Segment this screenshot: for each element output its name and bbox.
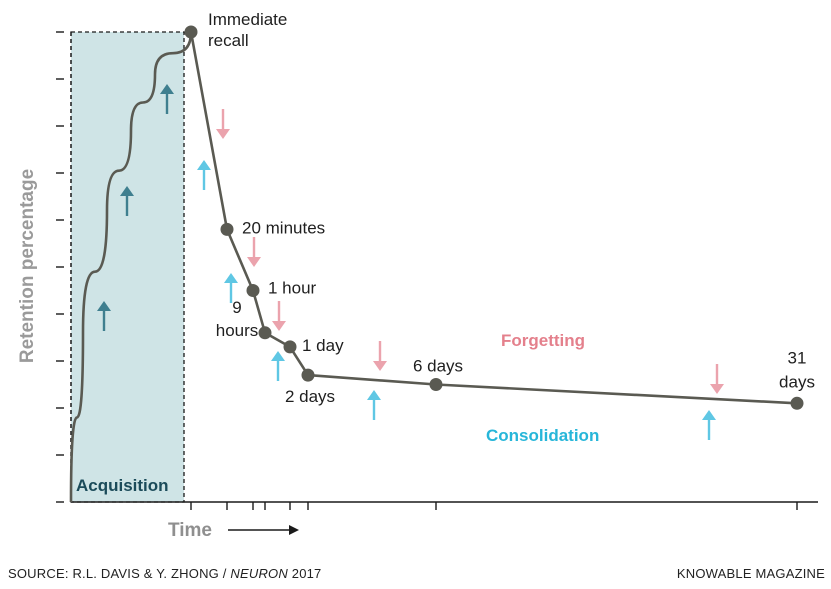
source-note: SOURCE: R.L. DAVIS & Y. ZHONG / NEURON 2… (8, 566, 322, 581)
acquisition-curve (69, 31, 193, 503)
data-point (220, 222, 234, 236)
point-labels-layer: Immediate recall 20 minutes 1 hour 9 hours 1 d… (208, 10, 815, 406)
point-label: 1 hour (268, 279, 317, 298)
arrows-layer (97, 84, 724, 440)
point-label-line: recall (208, 31, 249, 50)
point-label: 20 minutes (242, 218, 325, 237)
forgetting-arrow-icon (710, 364, 724, 394)
data-point (429, 378, 443, 391)
point-label: 1 day (302, 336, 344, 355)
data-point (283, 340, 297, 354)
consolidation-arrow-icon (197, 160, 211, 190)
point-label-line: Immediate (208, 10, 287, 29)
forgetting-arrow-icon (216, 109, 230, 139)
point-label-line: 1 day (302, 336, 344, 355)
source-journal: NEURON (230, 566, 288, 581)
point-label: 2 days (285, 387, 335, 406)
data-point (790, 396, 804, 410)
point-label: Immediate recall (208, 10, 287, 50)
consolidation-arrow-icon (702, 410, 716, 440)
point-label: 31 days (779, 348, 815, 391)
data-point (184, 25, 198, 39)
acquisition-arrow-icon (160, 84, 174, 114)
forgetting-arrow-icon (272, 301, 286, 331)
curve-layer (69, 31, 798, 503)
y-axis-label: Retention percentage (17, 169, 38, 363)
point-label-line: 9 (232, 298, 241, 317)
consolidation-arrow-icon (367, 390, 381, 420)
point-label-line: hours (216, 321, 259, 340)
consolidation-arrow-icon (224, 273, 238, 303)
x-axis-label: Time (168, 520, 212, 541)
data-point (258, 326, 272, 340)
source-year: 2017 (287, 566, 322, 581)
point-label-line: 1 hour (268, 279, 317, 298)
point-label-line: days (779, 372, 815, 391)
retention-line (189, 31, 798, 405)
forgetting-label: Forgetting (501, 331, 585, 350)
source-prefix: SOURCE: R.L. DAVIS & Y. ZHONG / (8, 566, 231, 581)
points-layer (184, 25, 804, 410)
point-label-line: 2 days (285, 387, 335, 406)
data-point (246, 284, 260, 297)
point-label: 9 hours (216, 298, 259, 340)
point-label-line: 20 minutes (242, 218, 325, 237)
x-ticks (190, 502, 798, 510)
forgetting-arrow-icon (373, 341, 387, 371)
credit-note: KNOWABLE MAGAZINE (676, 566, 825, 581)
acquisition-region (70, 31, 185, 503)
point-label-line: 6 days (413, 357, 463, 376)
data-point (301, 368, 315, 382)
acquisition-arrow-icon (120, 186, 134, 216)
consolidation-arrow-icon (271, 351, 285, 381)
point-label: 6 days (413, 357, 463, 376)
acquisition-arrow-icon (97, 301, 111, 331)
consolidation-label: Consolidation (486, 426, 599, 445)
y-ticks (56, 31, 64, 503)
acquisition-label: Acquisition (76, 476, 169, 495)
forgetting-arrow-icon (247, 237, 261, 267)
point-label-line: 31 (788, 348, 807, 367)
